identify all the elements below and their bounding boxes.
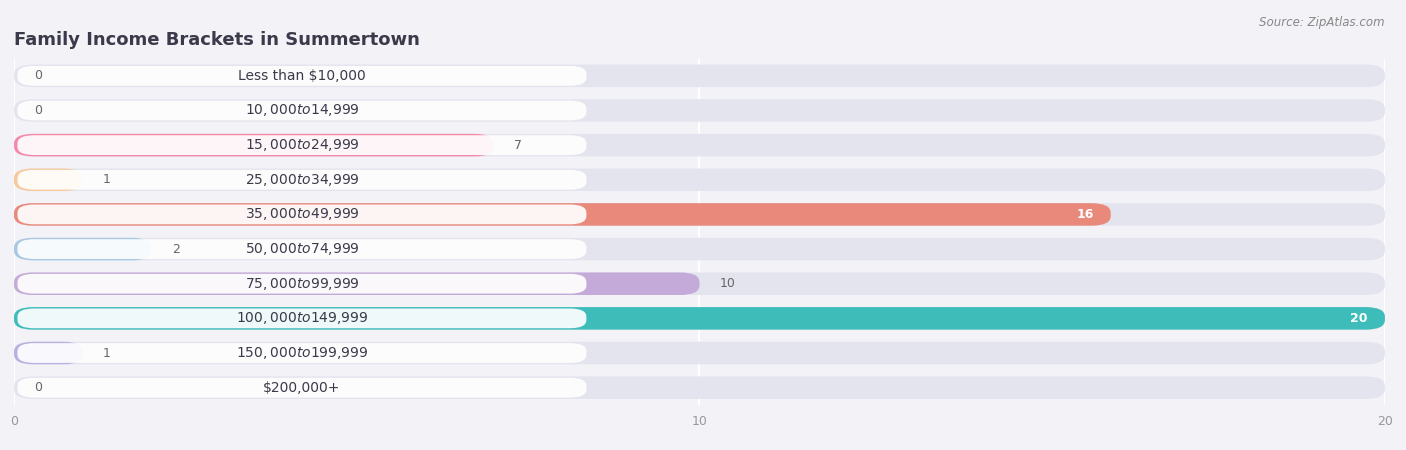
Text: 10: 10 [720,277,735,290]
FancyBboxPatch shape [14,342,1385,365]
FancyBboxPatch shape [17,205,586,224]
Text: $150,000 to $199,999: $150,000 to $199,999 [236,345,368,361]
Text: $75,000 to $99,999: $75,000 to $99,999 [245,276,360,292]
FancyBboxPatch shape [17,101,586,120]
FancyBboxPatch shape [17,343,586,363]
Text: $25,000 to $34,999: $25,000 to $34,999 [245,172,360,188]
FancyBboxPatch shape [14,238,1385,261]
Text: 0: 0 [35,104,42,117]
FancyBboxPatch shape [17,274,586,293]
Text: 0: 0 [35,69,42,82]
Text: Family Income Brackets in Summertown: Family Income Brackets in Summertown [14,31,420,49]
FancyBboxPatch shape [14,203,1385,226]
FancyBboxPatch shape [14,99,1385,122]
Text: $200,000+: $200,000+ [263,381,340,395]
FancyBboxPatch shape [17,239,586,259]
FancyBboxPatch shape [17,135,586,155]
Text: Less than $10,000: Less than $10,000 [238,69,366,83]
Text: $35,000 to $49,999: $35,000 to $49,999 [245,207,360,222]
FancyBboxPatch shape [14,238,152,261]
FancyBboxPatch shape [14,272,700,295]
Text: $100,000 to $149,999: $100,000 to $149,999 [236,310,368,326]
FancyBboxPatch shape [17,170,586,189]
Text: $50,000 to $74,999: $50,000 to $74,999 [245,241,360,257]
FancyBboxPatch shape [17,66,586,86]
FancyBboxPatch shape [14,307,1385,330]
Text: Source: ZipAtlas.com: Source: ZipAtlas.com [1260,16,1385,29]
Text: 0: 0 [35,381,42,394]
Text: 1: 1 [103,173,111,186]
FancyBboxPatch shape [14,342,83,365]
Text: 1: 1 [103,346,111,360]
Text: 7: 7 [515,139,523,152]
FancyBboxPatch shape [14,64,1385,87]
Text: $15,000 to $24,999: $15,000 to $24,999 [245,137,360,153]
Text: $10,000 to $14,999: $10,000 to $14,999 [245,103,360,118]
Text: 16: 16 [1076,208,1094,221]
Text: 2: 2 [172,243,180,256]
Text: 20: 20 [1350,312,1368,325]
FancyBboxPatch shape [14,307,1385,330]
FancyBboxPatch shape [14,272,1385,295]
FancyBboxPatch shape [14,134,494,157]
FancyBboxPatch shape [14,168,1385,191]
FancyBboxPatch shape [14,203,1111,226]
FancyBboxPatch shape [14,134,1385,157]
FancyBboxPatch shape [14,168,83,191]
FancyBboxPatch shape [17,309,586,328]
FancyBboxPatch shape [17,378,586,397]
FancyBboxPatch shape [14,376,1385,399]
